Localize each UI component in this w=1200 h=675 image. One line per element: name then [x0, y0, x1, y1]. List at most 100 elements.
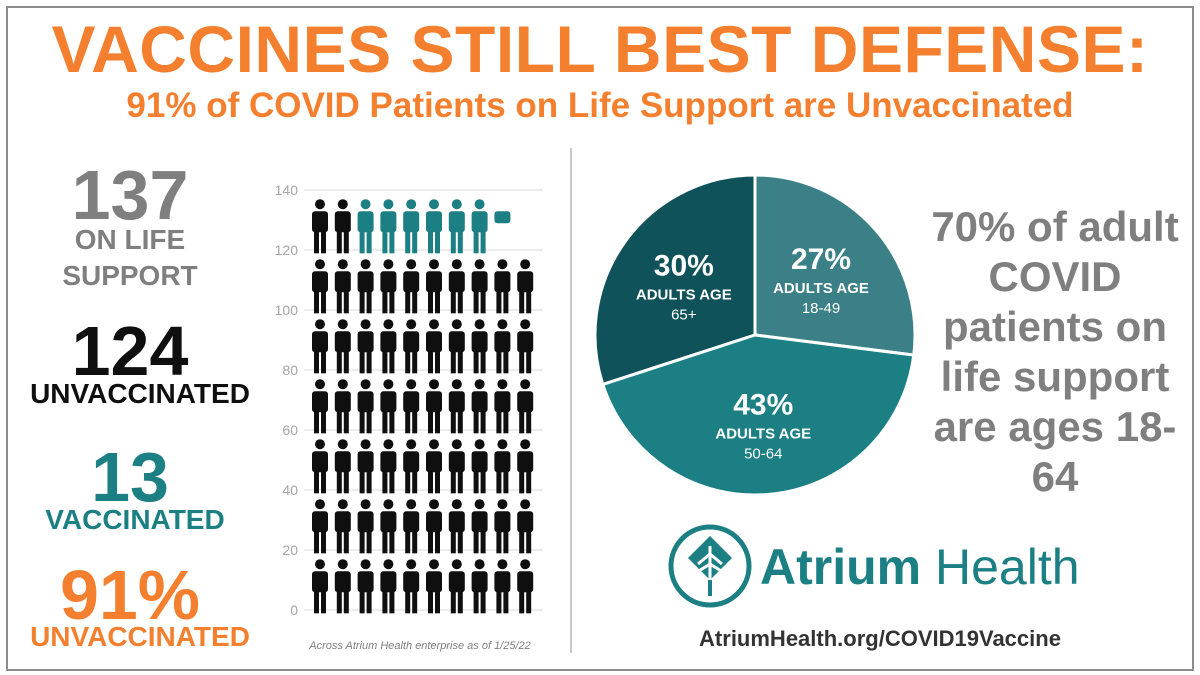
y-tick-label: 140 [275, 182, 299, 198]
person-icon [448, 439, 465, 494]
person-icon [494, 259, 511, 314]
pie-chart: 30% ADULTS AGE 65+ 27% ADULTS AGE 18-49 43% ADU… [593, 173, 917, 497]
page-subtitle: 91% of COVID Patients on Life Support ar… [126, 86, 1074, 125]
slice-percent-label: 43% [733, 389, 793, 422]
divider [570, 148, 572, 653]
chart-footnote: Across Atrium Health enterprise as of 1/… [309, 640, 531, 652]
slice-label: ADULTS AGE [773, 280, 869, 297]
slice-age-range: 50-64 [744, 446, 782, 463]
person-icon [334, 259, 351, 314]
person-icon [494, 319, 511, 374]
person-icon [426, 319, 442, 374]
person-icon [471, 379, 488, 434]
person-icon [334, 439, 351, 494]
person-icon [380, 379, 397, 434]
person-icon [471, 199, 488, 254]
y-tick-label: 60 [282, 422, 298, 438]
person-icon [334, 319, 351, 374]
slice-label: ADULTS AGE [636, 286, 732, 303]
person-icon [494, 379, 511, 434]
person-icon [312, 319, 328, 374]
pie-slice [593, 173, 757, 387]
y-tick-label: 80 [282, 362, 298, 378]
person-icon [426, 259, 442, 314]
person-icon-partial [494, 211, 511, 224]
person-icon [403, 499, 420, 554]
person-icon [380, 439, 397, 494]
person-icon [494, 499, 511, 554]
person-icon [426, 439, 442, 494]
person-icon [357, 499, 374, 554]
brand-name-light: Health [921, 539, 1080, 595]
person-icon [426, 559, 442, 614]
person-icon [357, 379, 374, 434]
total-count: 137 [71, 156, 189, 234]
person-icon [403, 259, 420, 314]
person-icon [380, 559, 397, 614]
person-icon [312, 499, 328, 554]
unvaccinated-count: 124 [71, 312, 189, 390]
person-icon [517, 439, 534, 494]
person-icon [403, 559, 420, 614]
vaccinated-count: 13 [91, 438, 169, 516]
person-icon [426, 199, 442, 254]
person-icon [380, 259, 397, 314]
person-icon [357, 559, 374, 614]
person-icon [471, 259, 488, 314]
age-note: 70% of adult COVID patients on life supp… [931, 203, 1179, 500]
person-icon [448, 199, 465, 254]
pie-slice [600, 333, 916, 497]
person-icon [426, 499, 442, 554]
person-icon [517, 319, 534, 374]
brand-name-bold: Atrium [760, 539, 922, 595]
person-icon [357, 199, 374, 254]
person-icon [471, 499, 488, 554]
person-icon [471, 319, 488, 374]
person-icon [380, 199, 397, 254]
person-icon [312, 379, 328, 434]
person-icon [517, 379, 534, 434]
person-icon [403, 319, 420, 374]
person-icon [448, 499, 465, 554]
person-icon [494, 439, 511, 494]
person-icon [403, 379, 420, 434]
person-icon [494, 559, 511, 614]
person-icon [448, 559, 465, 614]
slice-percent-label: 27% [791, 243, 851, 276]
total-label: ON LIFE SUPPORT [62, 224, 198, 291]
page-title: VACCINES STILL BEST DEFENSE: [51, 12, 1149, 86]
person-icon [357, 259, 374, 314]
slice-age-range: 65+ [671, 306, 697, 323]
slice-percent-label: 30% [654, 249, 714, 282]
person-icon [334, 199, 351, 254]
unvaccinated-label: UNVACCINATED [30, 378, 250, 409]
person-icon [448, 259, 465, 314]
person-icon [471, 439, 488, 494]
vaccinated-label: VACCINATED [45, 504, 225, 535]
person-icon [357, 319, 374, 374]
person-icon [517, 259, 534, 314]
person-icon [448, 379, 465, 434]
person-icon [403, 439, 420, 494]
person-icon [403, 199, 420, 254]
person-icon [334, 499, 351, 554]
slice-label: ADULTS AGE [715, 426, 811, 443]
person-icon [448, 319, 465, 374]
vaccine-url: AtriumHealth.org/COVID19Vaccine [699, 626, 1061, 651]
person-icon [426, 379, 442, 434]
y-tick-label: 100 [275, 302, 299, 318]
unvaccinated-percent: 91% [59, 556, 201, 634]
y-tick-label: 120 [275, 242, 299, 258]
person-icon [312, 439, 328, 494]
person-icon [357, 439, 374, 494]
person-icon [312, 199, 328, 254]
person-icon [380, 319, 397, 374]
person-icon [517, 559, 534, 614]
person-icon [334, 379, 351, 434]
slice-age-range: 18-49 [802, 300, 840, 317]
unvaccinated-percent-label: UNVACCINATED [30, 621, 250, 652]
y-tick-label: 40 [282, 482, 298, 498]
person-icon [312, 259, 328, 314]
person-icon [312, 559, 328, 614]
person-icon [334, 559, 351, 614]
